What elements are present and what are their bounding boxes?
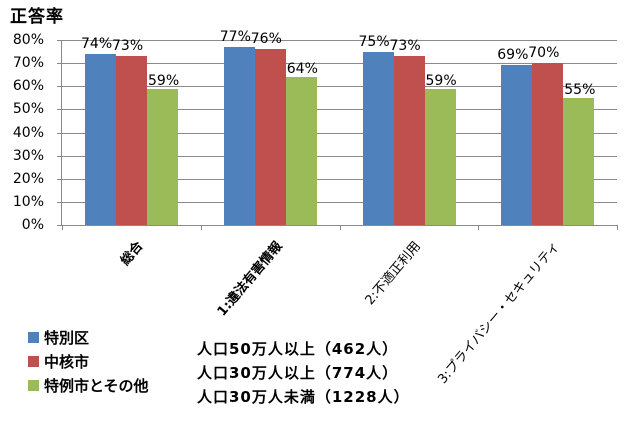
gridline xyxy=(62,202,617,203)
bar-3-1 xyxy=(532,63,564,225)
legend-swatch xyxy=(28,379,39,391)
legend-item: 特例市とその他 xyxy=(28,375,149,395)
legend-note: 人口30万人以上（774人） xyxy=(197,364,399,382)
bar-0-1 xyxy=(116,56,147,225)
gridline xyxy=(62,40,617,41)
y-tick-label: 80% xyxy=(12,32,44,48)
bar-2-2 xyxy=(424,88,456,225)
y-tick-label: 60% xyxy=(12,78,44,95)
value-label: 74% xyxy=(81,35,113,52)
legend-label: 特別区 xyxy=(44,328,90,347)
x-category-label: 3:プライバシー・セキュリティ xyxy=(435,238,563,387)
value-label: 76% xyxy=(250,31,282,48)
bar-3-0 xyxy=(501,65,533,225)
y-tick-label: 50% xyxy=(12,101,44,118)
legend-note: 人口50万人以上（462人） xyxy=(197,340,399,358)
value-label: 55% xyxy=(564,81,596,98)
x-category-label: 総合 xyxy=(118,238,147,269)
value-label: 73% xyxy=(389,38,421,55)
y-tick-label: 10% xyxy=(12,193,44,210)
y-tick-mark xyxy=(57,109,62,110)
y-tick-label: 0% xyxy=(21,217,44,233)
value-label: 77% xyxy=(219,28,251,45)
x-axis-line xyxy=(62,225,617,226)
y-tick-mark xyxy=(57,179,62,180)
bar-1-0 xyxy=(223,46,255,225)
x-category-label: 2:不適正利用 xyxy=(362,238,425,309)
y-tick-mark xyxy=(57,156,62,157)
y-tick-label: 70% xyxy=(12,55,44,72)
value-label: 73% xyxy=(112,38,144,55)
bar-2-1 xyxy=(393,56,425,225)
value-label: 64% xyxy=(286,61,318,78)
x-tick-mark xyxy=(62,225,63,230)
bar-0-0 xyxy=(85,53,116,225)
gridline xyxy=(62,109,617,110)
y-tick-mark xyxy=(57,63,62,64)
y-axis-line xyxy=(61,40,62,226)
value-label: 75% xyxy=(358,33,390,50)
bar-3-2 xyxy=(563,97,595,225)
gridline xyxy=(62,156,617,157)
value-label: 69% xyxy=(497,47,529,64)
bar-0-2 xyxy=(147,88,178,225)
y-tick-mark xyxy=(57,40,62,41)
y-tick-mark xyxy=(57,225,62,226)
legend-item: 特別区 xyxy=(28,327,89,347)
gridline xyxy=(62,133,617,134)
y-axis-title: 正答率 xyxy=(10,7,64,27)
value-label: 59% xyxy=(425,72,457,89)
x-tick-mark xyxy=(617,225,618,230)
value-label: 59% xyxy=(148,72,180,89)
bar-2-0 xyxy=(362,51,394,225)
legend-note: 人口30万人未満（1228人） xyxy=(197,388,410,406)
y-tick-label: 40% xyxy=(12,124,44,141)
y-tick-mark xyxy=(57,86,62,87)
gridline xyxy=(62,63,617,64)
legend-label: 特例市とその他 xyxy=(44,376,149,395)
y-tick-mark xyxy=(57,202,62,203)
x-category-label: 1:違法有害情報 xyxy=(214,238,286,320)
x-tick-mark xyxy=(478,225,479,230)
x-tick-mark xyxy=(340,225,341,230)
legend-item: 中核市 xyxy=(28,351,89,371)
legend-swatch xyxy=(28,331,39,343)
y-tick-label: 20% xyxy=(12,170,44,187)
y-tick-label: 30% xyxy=(12,147,44,164)
y-tick-mark xyxy=(57,133,62,134)
bar-1-1 xyxy=(254,49,286,225)
gridline xyxy=(62,86,617,87)
legend-label: 中核市 xyxy=(44,352,90,371)
gridline xyxy=(62,179,617,180)
x-tick-mark xyxy=(201,225,202,230)
bar-1-2 xyxy=(285,77,317,225)
value-label: 70% xyxy=(528,45,560,62)
legend-swatch xyxy=(28,355,39,367)
